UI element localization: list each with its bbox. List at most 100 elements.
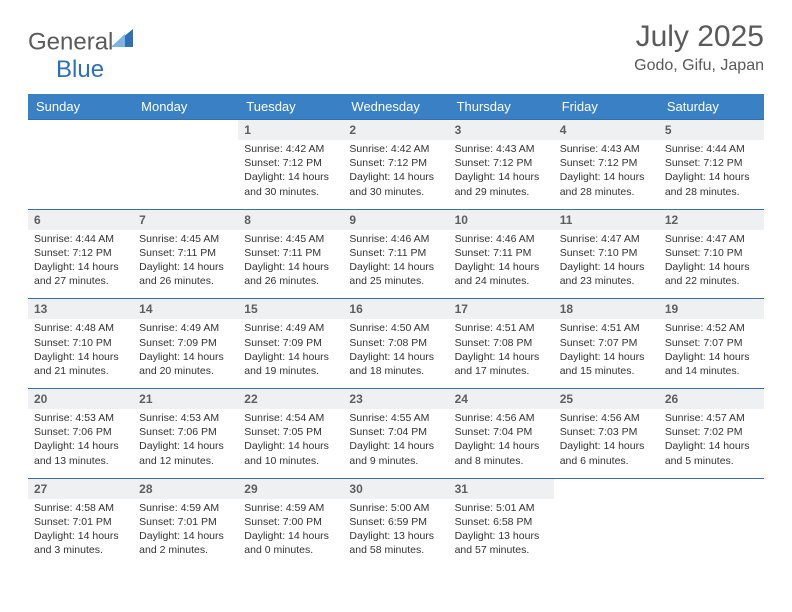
sunrise-line: Sunrise: 4:52 AM	[665, 321, 758, 335]
calendar-cell: 19Sunrise: 4:52 AMSunset: 7:07 PMDayligh…	[659, 298, 764, 388]
day-details: Sunrise: 4:50 AMSunset: 7:08 PMDaylight:…	[343, 319, 448, 388]
day-details	[554, 499, 659, 563]
sunset-line: Sunset: 7:04 PM	[455, 425, 548, 439]
weekday-header: Wednesday	[343, 94, 448, 119]
day-number: 24	[449, 388, 554, 409]
sunset-line: Sunset: 7:04 PM	[349, 425, 442, 439]
sunset-line: Sunset: 7:08 PM	[455, 336, 548, 350]
sunrise-line: Sunrise: 4:46 AM	[455, 232, 548, 246]
sunset-line: Sunset: 7:12 PM	[244, 156, 337, 170]
calendar-cell-empty	[554, 478, 659, 568]
day-details: Sunrise: 4:55 AMSunset: 7:04 PMDaylight:…	[343, 409, 448, 478]
day-details: Sunrise: 4:51 AMSunset: 7:07 PMDaylight:…	[554, 319, 659, 388]
sunrise-line: Sunrise: 4:56 AM	[560, 411, 653, 425]
day-number: 13	[28, 298, 133, 319]
day-details: Sunrise: 4:54 AMSunset: 7:05 PMDaylight:…	[238, 409, 343, 478]
day-number: 10	[449, 209, 554, 230]
daylight-line: Daylight: 14 hours and 21 minutes.	[34, 350, 127, 378]
day-number: 17	[449, 298, 554, 319]
daylight-line: Daylight: 14 hours and 15 minutes.	[560, 350, 653, 378]
sunset-line: Sunset: 7:06 PM	[139, 425, 232, 439]
daylight-line: Daylight: 14 hours and 8 minutes.	[455, 439, 548, 467]
sunset-line: Sunset: 7:10 PM	[34, 336, 127, 350]
calendar-week-row: 1Sunrise: 4:42 AMSunset: 7:12 PMDaylight…	[28, 119, 764, 209]
sunset-line: Sunset: 7:10 PM	[560, 246, 653, 260]
calendar-cell: 1Sunrise: 4:42 AMSunset: 7:12 PMDaylight…	[238, 119, 343, 209]
day-number: 4	[554, 119, 659, 140]
day-number: 15	[238, 298, 343, 319]
day-details: Sunrise: 4:52 AMSunset: 7:07 PMDaylight:…	[659, 319, 764, 388]
daylight-line: Daylight: 14 hours and 24 minutes.	[455, 260, 548, 288]
weekday-header: Tuesday	[238, 94, 343, 119]
weekday-header: Thursday	[449, 94, 554, 119]
day-details: Sunrise: 4:59 AMSunset: 7:00 PMDaylight:…	[238, 499, 343, 568]
sunrise-line: Sunrise: 4:59 AM	[139, 501, 232, 515]
sunset-line: Sunset: 7:01 PM	[139, 515, 232, 529]
day-number: 28	[133, 478, 238, 499]
calendar-cell-empty	[133, 119, 238, 209]
day-details	[133, 140, 238, 204]
calendar-cell: 28Sunrise: 4:59 AMSunset: 7:01 PMDayligh…	[133, 478, 238, 568]
daylight-line: Daylight: 14 hours and 10 minutes.	[244, 439, 337, 467]
day-number: 12	[659, 209, 764, 230]
calendar-cell: 7Sunrise: 4:45 AMSunset: 7:11 PMDaylight…	[133, 209, 238, 299]
daylight-line: Daylight: 14 hours and 25 minutes.	[349, 260, 442, 288]
calendar-cell: 6Sunrise: 4:44 AMSunset: 7:12 PMDaylight…	[28, 209, 133, 299]
header: GeneralBlue July 2025 Godo, Gifu, Japan	[28, 20, 764, 82]
calendar-cell: 27 Sunrise: 4:58 AMSunset: 7:01 PMDayligh…	[28, 478, 133, 568]
calendar-cell: 15Sunrise: 4:49 AMSunset: 7:09 PMDayligh…	[238, 298, 343, 388]
day-details: Sunrise: 4:46 AMSunset: 7:11 PMDaylight:…	[449, 230, 554, 299]
daylight-line: Daylight: 14 hours and 30 minutes.	[244, 170, 337, 198]
sunrise-line: Sunrise: 4:58 AM	[34, 501, 127, 515]
day-number: 18	[554, 298, 659, 319]
sunrise-line: Sunrise: 4:49 AM	[139, 321, 232, 335]
day-details	[659, 499, 764, 563]
day-number: 19	[659, 298, 764, 319]
calendar-header-row: SundayMondayTuesdayWednesdayThursdayFrid…	[28, 94, 764, 119]
calendar-week-row: 27Sunrise: 4:58 AMSunset: 7:01 PMDayligh…	[28, 478, 764, 568]
calendar-cell: 14Sunrise: 4:49 AMSunset: 7:09 PMDayligh…	[133, 298, 238, 388]
calendar-body: 1Sunrise: 4:42 AMSunset: 7:12 PMDaylight…	[28, 119, 764, 567]
daylight-line: Daylight: 14 hours and 28 minutes.	[665, 170, 758, 198]
title-block: July 2025 Godo, Gifu, Japan	[634, 20, 764, 75]
weekday-header: Friday	[554, 94, 659, 119]
day-details: Sunrise: 4:56 AMSunset: 7:04 PMDaylight:…	[449, 409, 554, 478]
day-details: Sunrise: 4:49 AMSunset: 7:09 PMDaylight:…	[238, 319, 343, 388]
sunset-line: Sunset: 7:11 PM	[349, 246, 442, 260]
sunrise-line: Sunrise: 4:51 AM	[455, 321, 548, 335]
sunset-line: Sunset: 7:02 PM	[665, 425, 758, 439]
brand-name-blue: Blue	[56, 56, 104, 83]
daylight-line: Daylight: 14 hours and 3 minutes.	[34, 529, 127, 557]
sunrise-line: Sunrise: 4:51 AM	[560, 321, 653, 335]
calendar-cell: 9Sunrise: 4:46 AMSunset: 7:11 PMDaylight…	[343, 209, 448, 299]
calendar-cell: 13Sunrise: 4:48 AMSunset: 7:10 PMDayligh…	[28, 298, 133, 388]
sunrise-line: Sunrise: 4:59 AM	[244, 501, 337, 515]
daylight-line: Daylight: 14 hours and 13 minutes.	[34, 439, 127, 467]
sunrise-line: Sunrise: 4:56 AM	[455, 411, 548, 425]
day-number: 9	[343, 209, 448, 230]
day-number	[133, 119, 238, 140]
day-number: 5	[659, 119, 764, 140]
daylight-line: Daylight: 14 hours and 12 minutes.	[139, 439, 232, 467]
day-details: Sunrise: 4:53 AMSunset: 7:06 PMDaylight:…	[28, 409, 133, 478]
daylight-line: Daylight: 14 hours and 30 minutes.	[349, 170, 442, 198]
day-details: Sunrise: 4:49 AMSunset: 7:09 PMDaylight:…	[133, 319, 238, 388]
daylight-line: Daylight: 14 hours and 26 minutes.	[139, 260, 232, 288]
day-number: 16	[343, 298, 448, 319]
daylight-line: Daylight: 14 hours and 14 minutes.	[665, 350, 758, 378]
sunrise-line: Sunrise: 4:43 AM	[455, 142, 548, 156]
daylight-line: Daylight: 14 hours and 29 minutes.	[455, 170, 548, 198]
day-details: Sunrise: 5:00 AMSunset: 6:59 PMDaylight:…	[343, 499, 448, 568]
sunrise-line: Sunrise: 4:50 AM	[349, 321, 442, 335]
day-number: 27	[28, 478, 133, 499]
sunset-line: Sunset: 7:05 PM	[244, 425, 337, 439]
calendar-cell: 23Sunrise: 4:55 AMSunset: 7:04 PMDayligh…	[343, 388, 448, 478]
sunset-line: Sunset: 6:59 PM	[349, 515, 442, 529]
sunset-line: Sunset: 7:12 PM	[455, 156, 548, 170]
sunset-line: Sunset: 7:07 PM	[560, 336, 653, 350]
calendar-cell: 16Sunrise: 4:50 AMSunset: 7:08 PMDayligh…	[343, 298, 448, 388]
calendar-cell: 31Sunrise: 5:01 AMSunset: 6:58 PMDayligh…	[449, 478, 554, 568]
day-number: 23	[343, 388, 448, 409]
sunrise-line: Sunrise: 4:49 AM	[244, 321, 337, 335]
sunset-line: Sunset: 7:01 PM	[34, 515, 127, 529]
